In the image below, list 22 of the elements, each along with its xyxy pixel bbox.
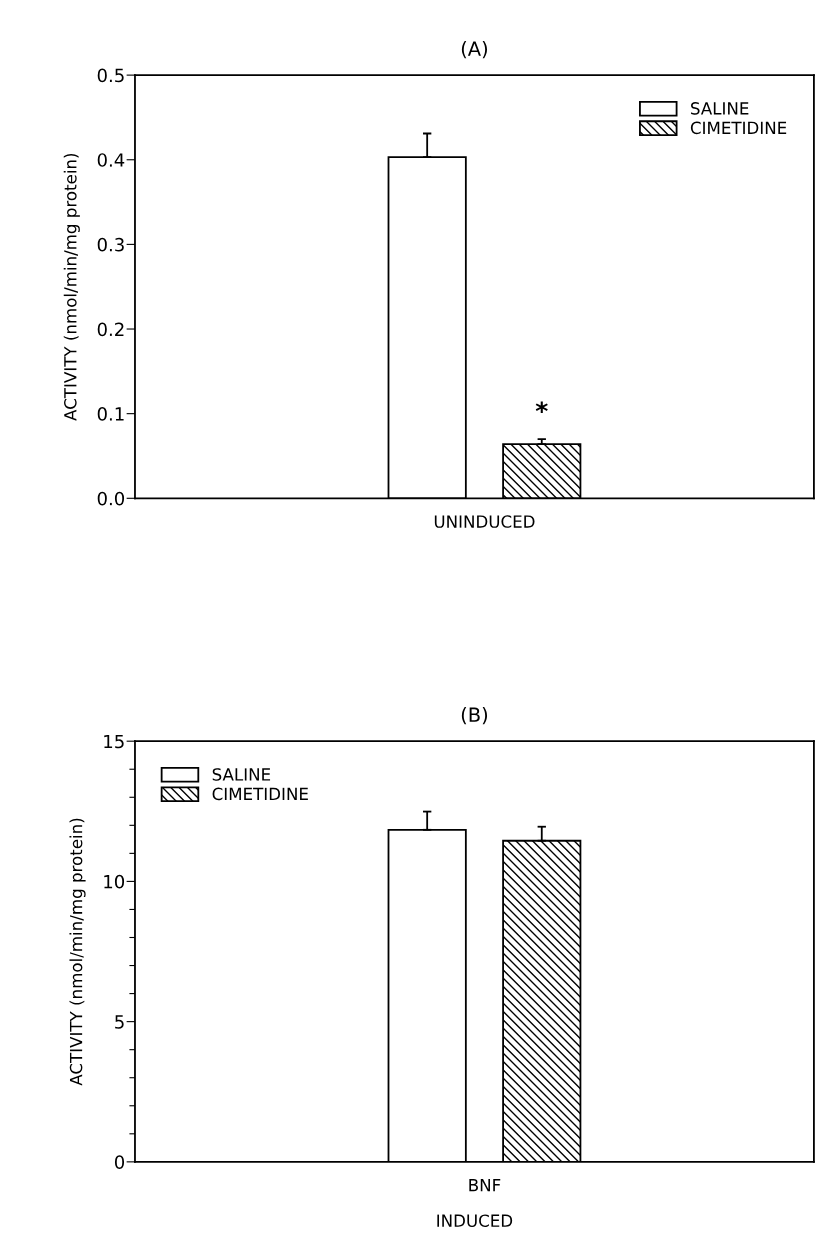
legend-label: CIMETIDINE — [690, 121, 787, 135]
y-tick-label: 0.2 — [97, 322, 124, 337]
y-tick-label: 15 — [104, 734, 124, 749]
y-tick-label: 0 — [114, 1155, 125, 1169]
y-axis-title: ACTIVITY (nmol/min/mg protein) — [69, 818, 86, 1086]
x-tick-label: BNF — [469, 1179, 501, 1192]
y-tick-label: 0.4 — [97, 153, 125, 167]
x-axis-title: INDUCED — [437, 1214, 513, 1227]
y-axis-title: ACTIVITY (nmol/min/mg protein) — [63, 153, 80, 421]
y-tick-label: 5 — [115, 1015, 124, 1029]
y-tick-label: 10 — [104, 874, 125, 889]
annotation: * — [535, 401, 548, 414]
chart-title: (B) — [461, 706, 488, 725]
y-tick-label: 0.3 — [97, 237, 124, 252]
x-tick-label: UNINDUCED — [434, 515, 535, 528]
legend-label: SALINE — [212, 768, 271, 781]
y-tick-label: 0.0 — [97, 491, 125, 506]
chart-title: (A) — [461, 40, 488, 59]
y-tick-label: 0.1 — [97, 407, 124, 421]
legend-label: CIMETIDINE — [212, 787, 308, 801]
y-tick-label: 0.5 — [97, 68, 124, 83]
legend-label: SALINE — [691, 102, 749, 115]
